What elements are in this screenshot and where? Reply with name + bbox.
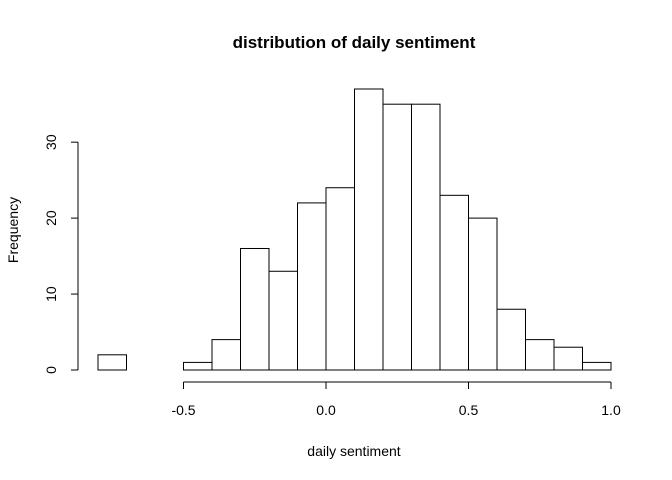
- x-tick-label: -0.5: [171, 402, 195, 418]
- x-tick-label: 0.5: [459, 402, 479, 418]
- histogram-bar: [183, 361, 213, 371]
- x-axis: -0.5 0.0 0.5 1.0: [171, 381, 621, 418]
- histogram-bar: [297, 202, 327, 371]
- histogram-bar: [525, 339, 555, 371]
- histogram-bar: [553, 346, 583, 371]
- x-axis-label: daily sentiment: [307, 443, 400, 459]
- histogram-bars: [97, 88, 612, 371]
- chart-title: distribution of daily sentiment: [233, 33, 476, 52]
- x-tick-label: 0.0: [316, 402, 336, 418]
- y-tick-label: 10: [43, 286, 59, 302]
- histogram-bar: [240, 247, 270, 371]
- histogram-bar: [582, 361, 612, 371]
- histogram-bar: [97, 354, 127, 371]
- y-tick-label: 20: [43, 210, 59, 226]
- y-axis: 0 10 20 30: [43, 134, 79, 374]
- x-tick-label: 1.0: [601, 402, 621, 418]
- histogram-bar: [496, 308, 526, 371]
- y-tick-label: 0: [43, 366, 59, 374]
- histogram-bar: [468, 217, 498, 371]
- y-axis-label: Frequency: [5, 197, 21, 263]
- histogram-bar: [325, 187, 355, 371]
- histogram-bar: [411, 103, 441, 371]
- histogram-bar: [211, 339, 241, 371]
- histogram-bar: [354, 88, 384, 371]
- y-tick-label: 30: [43, 134, 59, 150]
- histogram-bar: [382, 103, 412, 371]
- histogram-bar: [439, 194, 469, 371]
- histogram-bar: [268, 270, 298, 371]
